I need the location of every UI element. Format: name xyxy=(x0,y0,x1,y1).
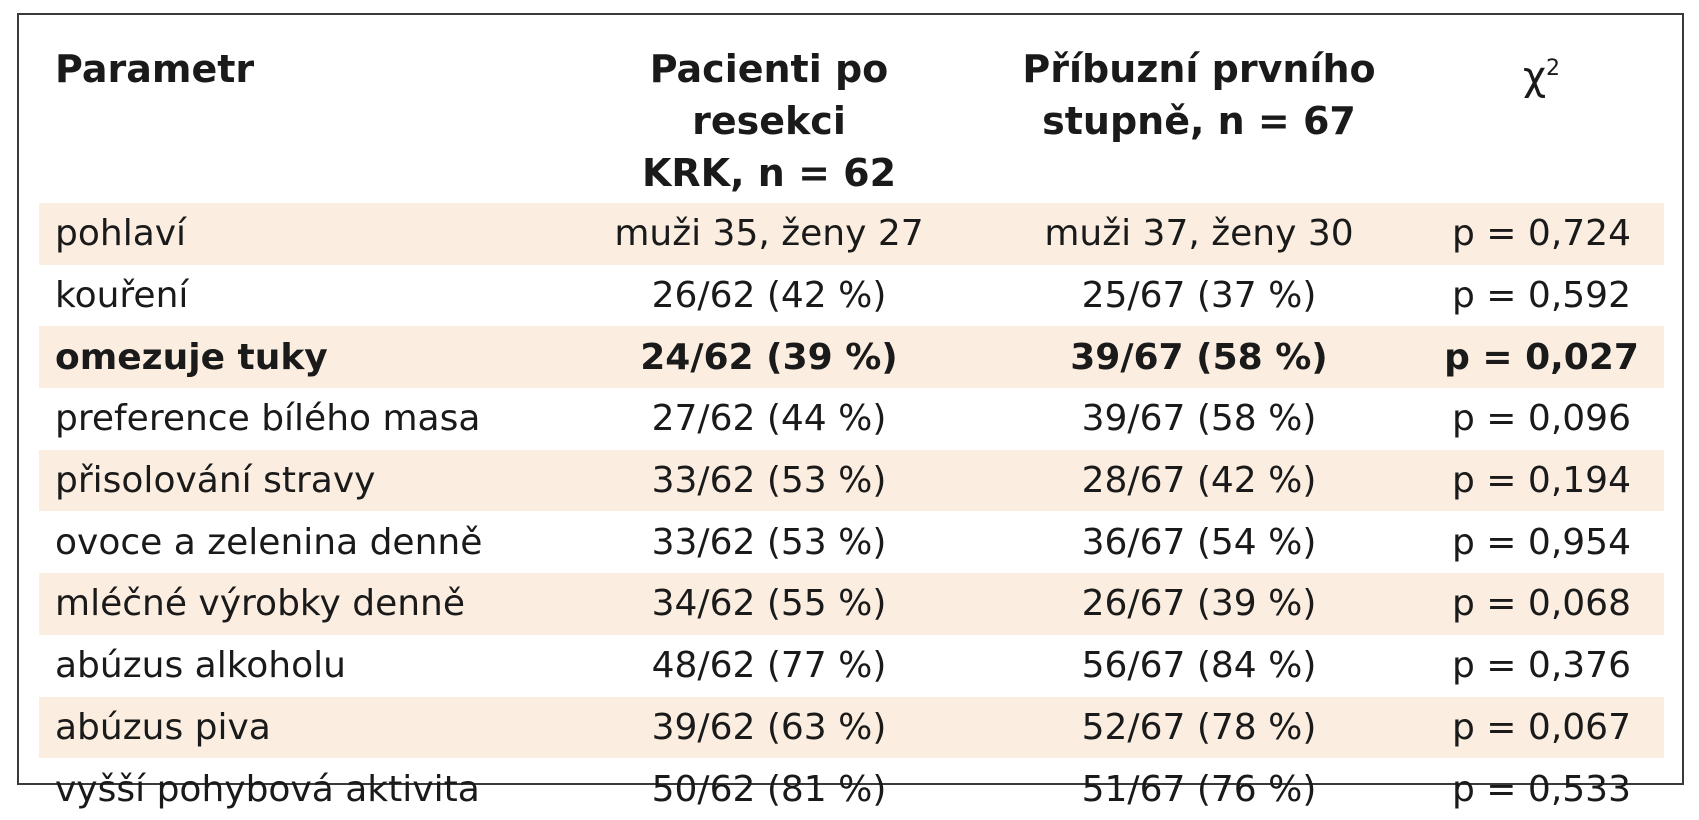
header-patients: Pacienti po resekci KRK, n = 62 xyxy=(559,43,979,203)
relatives-value: muži 37, ženy 30 xyxy=(979,203,1419,265)
header-relatives-line1: Příbuzní prvního xyxy=(1022,47,1376,91)
chi2-pvalue: p = 0,533 xyxy=(1452,768,1631,810)
header-relatives: Příbuzní prvního stupně, n = 67 xyxy=(979,43,1419,203)
chi2-pvalue: p = 0,376 xyxy=(1452,645,1631,687)
table-row: preference bílého masa 27/62 (44 %) 39/67 … xyxy=(39,388,1664,450)
patients-value: 33/62 (53 %) xyxy=(559,449,979,512)
patients-value: 50/62 (81 %) xyxy=(651,768,887,810)
chi2-pvalue: p = 0,027 xyxy=(1419,326,1664,389)
row-label: abúzus alkoholu xyxy=(55,645,346,687)
table-body: pohlaví muži 35, ženy 27 muži 37, ženy 30 p… xyxy=(39,203,1664,820)
patients-value: 39/62 (63 %) xyxy=(559,696,979,759)
relatives-value: 51/67 (76 %) xyxy=(1081,768,1317,810)
row-label: pohlaví xyxy=(39,203,559,265)
patients-value: 27/62 (44 %) xyxy=(651,398,887,440)
table-row: ovoce a zelenina denně 33/62 (53 %) 36/67 … xyxy=(39,511,1664,573)
table-header: Parametr Pacienti po resekci KRK, n = 62… xyxy=(39,43,1664,203)
relatives-value: 39/67 (58 %) xyxy=(1081,398,1317,440)
relatives-value: 36/67 (54 %) xyxy=(1081,521,1317,563)
chi2-pvalue: p = 0,194 xyxy=(1419,449,1664,512)
patients-value: 48/62 (77 %) xyxy=(651,645,887,687)
patients-value: 24/62 (39 %) xyxy=(559,326,979,389)
relatives-value: 25/67 (37 %) xyxy=(1081,275,1317,317)
chi2-pvalue: p = 0,067 xyxy=(1419,696,1664,759)
table-frame: Parametr Pacienti po resekci KRK, n = 62… xyxy=(17,13,1684,810)
table-row: abúzus piva 39/62 (63 %) 52/67 (78 %) p = 0… xyxy=(39,696,1664,759)
patients-value: 26/62 (42 %) xyxy=(651,275,887,317)
row-label: abúzus piva xyxy=(39,696,559,759)
chi-superscript: 2 xyxy=(1546,56,1561,81)
table-row: abúzus alkoholu 48/62 (77 %) 56/67 (84 %) p… xyxy=(39,635,1664,697)
relatives-value: 26/67 (39 %) xyxy=(979,573,1419,635)
header-chi-square: χ2 xyxy=(1419,43,1664,203)
relatives-value: 39/67 (58 %) xyxy=(979,326,1419,389)
row-label: omezuje tuky xyxy=(39,326,559,389)
chi2-pvalue: p = 0,724 xyxy=(1419,203,1664,265)
chi2-pvalue: p = 0,096 xyxy=(1452,398,1631,440)
patients-value: 33/62 (53 %) xyxy=(651,521,887,563)
row-label: mléčné výrobky denně xyxy=(39,573,559,635)
table-row: vyšší pohybová aktivita 50/62 (81 %) 51/67… xyxy=(39,758,1664,820)
table-row: omezuje tuky 24/62 (39 %) 39/67 (58 %) p = … xyxy=(39,326,1664,389)
header-row: Parametr Pacienti po resekci KRK, n = 62… xyxy=(39,43,1664,203)
table-row: mléčné výrobky denně 34/62 (55 %) 26/67 (3… xyxy=(39,573,1664,635)
chi2-pvalue: p = 0,068 xyxy=(1419,573,1664,635)
table-row: přisolování stravy 33/62 (53 %) 28/67 (42 … xyxy=(39,449,1664,512)
relatives-value: 52/67 (78 %) xyxy=(979,696,1419,759)
header-relatives-line2: stupně, n = 67 xyxy=(1042,99,1356,143)
row-label: přisolování stravy xyxy=(39,449,559,512)
relatives-value: 56/67 (84 %) xyxy=(1081,645,1317,687)
header-patients-line2: KRK, n = 62 xyxy=(641,151,897,195)
header-parametr: Parametr xyxy=(55,47,255,91)
row-label: vyšší pohybová aktivita xyxy=(55,768,480,810)
row-label: preference bílého masa xyxy=(55,398,481,440)
table-row: kouření 26/62 (42 %) 25/67 (37 %) p = 0,592 xyxy=(39,265,1664,327)
chi-symbol: χ xyxy=(1522,53,1547,100)
table-row: pohlaví muži 35, ženy 27 muži 37, ženy 30 p… xyxy=(39,203,1664,265)
row-label: ovoce a zelenina denně xyxy=(55,521,483,563)
row-label: kouření xyxy=(55,275,189,317)
header-patients-line1: Pacienti po resekci xyxy=(649,47,889,143)
patients-value: 34/62 (55 %) xyxy=(559,573,979,635)
chi2-pvalue: p = 0,592 xyxy=(1452,275,1631,317)
relatives-value: 28/67 (42 %) xyxy=(979,449,1419,512)
data-table: Parametr Pacienti po resekci KRK, n = 62… xyxy=(39,43,1664,820)
chi2-pvalue: p = 0,954 xyxy=(1452,521,1631,563)
patients-value: muži 35, ženy 27 xyxy=(559,203,979,265)
